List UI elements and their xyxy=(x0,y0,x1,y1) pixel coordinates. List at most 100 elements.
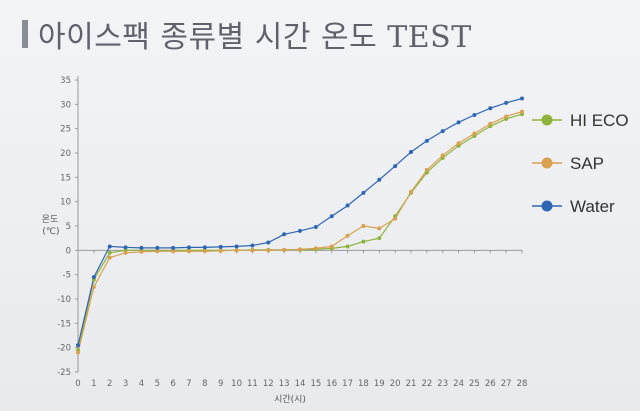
series-points xyxy=(76,96,524,355)
x-tick-label: 1 xyxy=(91,379,96,389)
legend-marker-sap xyxy=(541,157,553,169)
data-point-water xyxy=(424,138,429,143)
data-point-water xyxy=(361,190,366,195)
legend-marker-water xyxy=(541,200,553,212)
x-tick-label: 24 xyxy=(453,379,464,389)
y-tick-label: -5 xyxy=(63,271,71,281)
x-tick-label: 11 xyxy=(247,379,258,389)
x-tick-label: 26 xyxy=(485,379,496,389)
data-point-water xyxy=(266,240,271,245)
data-point-hi-eco xyxy=(345,244,350,249)
data-point-water xyxy=(171,245,176,250)
x-tick-label: 10 xyxy=(231,379,242,389)
data-point-hi-eco xyxy=(377,236,382,241)
data-point-water xyxy=(488,106,493,111)
y-tick-label: 5 xyxy=(66,222,71,232)
x-tick-label: 28 xyxy=(517,379,528,389)
series-line-water xyxy=(77,97,523,346)
x-tick-label: 7 xyxy=(186,379,191,389)
data-point-water xyxy=(139,245,144,250)
x-tick-label: 3 xyxy=(123,379,128,389)
x-tick-label: 23 xyxy=(437,379,448,389)
page-title: 아이스팩 종류별 시간 온도 TEST xyxy=(38,20,472,55)
data-point-sap xyxy=(234,248,239,253)
y-tick-label: -15 xyxy=(57,319,71,329)
data-point-water xyxy=(202,245,207,250)
x-tick-label: 27 xyxy=(501,379,512,389)
title-accent-bar xyxy=(22,20,28,48)
y-axis-label: 온도 xyxy=(42,214,59,225)
x-tick-label: 12 xyxy=(263,379,274,389)
legend-marker-hi-eco xyxy=(541,114,553,126)
data-point-water xyxy=(472,113,477,118)
data-point-sap xyxy=(329,244,334,249)
data-point-sap xyxy=(91,284,96,289)
data-point-sap xyxy=(266,248,271,253)
y-tick-label: -20 xyxy=(57,344,71,354)
data-point-water xyxy=(440,129,445,134)
series-lines xyxy=(77,97,523,353)
x-tick-label: 13 xyxy=(279,379,290,389)
y-tick-label: 20 xyxy=(60,149,71,159)
y-tick-label: 35 xyxy=(60,76,71,86)
data-point-water xyxy=(187,245,191,250)
data-point-water xyxy=(107,244,112,249)
x-tick-label: 14 xyxy=(295,379,306,389)
data-point-sap xyxy=(282,247,287,252)
data-point-water xyxy=(520,96,524,101)
data-point-sap xyxy=(171,249,176,254)
data-point-sap xyxy=(504,114,509,119)
data-point-water xyxy=(250,243,255,248)
data-point-sap xyxy=(250,248,255,253)
data-point-water xyxy=(218,244,223,249)
x-tick-label: 15 xyxy=(310,379,321,389)
data-point-sap xyxy=(187,249,191,254)
data-point-sap xyxy=(393,216,398,221)
data-point-sap xyxy=(107,255,112,260)
data-point-water xyxy=(504,100,509,105)
y-tick-label: 25 xyxy=(60,125,71,135)
x-tick-label: 8 xyxy=(202,379,207,389)
data-point-water xyxy=(313,224,318,229)
x-tick-label: 20 xyxy=(390,379,401,389)
y-tick-label: -10 xyxy=(57,295,71,305)
x-tick-label: 17 xyxy=(342,379,353,389)
data-point-sap xyxy=(472,131,477,136)
y-tick-label: -25 xyxy=(57,368,71,378)
data-point-sap xyxy=(345,233,350,238)
data-point-sap xyxy=(313,246,318,251)
data-point-water xyxy=(234,244,239,249)
data-point-hi-eco xyxy=(107,250,112,255)
data-point-sap xyxy=(377,226,382,231)
y-tick-label: 30 xyxy=(60,100,71,110)
data-point-water xyxy=(409,150,413,155)
data-point-sap xyxy=(123,250,128,255)
data-point-sap xyxy=(520,109,524,114)
data-point-sap xyxy=(155,249,160,254)
data-point-sap xyxy=(202,249,207,254)
legend-label-hi-eco: HI ECO xyxy=(570,111,629,130)
x-tick-label: 19 xyxy=(374,379,385,389)
data-point-sap xyxy=(298,247,302,252)
data-point-water xyxy=(377,177,382,182)
data-point-sap xyxy=(76,350,80,355)
y-tick-label: 15 xyxy=(60,173,71,183)
legend-label-sap: SAP xyxy=(570,154,604,173)
data-point-water xyxy=(329,214,334,219)
data-point-water xyxy=(345,203,350,208)
data-point-water xyxy=(76,343,80,348)
data-point-sap xyxy=(361,224,366,228)
x-tick-label: 6 xyxy=(170,379,175,389)
data-point-sap xyxy=(409,189,413,194)
data-point-sap xyxy=(488,121,493,126)
y-tick-label: 10 xyxy=(60,198,71,208)
x-tick-label: 16 xyxy=(326,379,337,389)
data-point-sap xyxy=(424,168,429,173)
data-point-water xyxy=(298,228,302,233)
x-tick-label: 25 xyxy=(469,379,480,389)
data-point-water xyxy=(393,164,398,169)
data-point-sap xyxy=(440,153,445,158)
data-point-hi-eco xyxy=(361,239,366,244)
x-tick-label: 22 xyxy=(421,379,432,389)
